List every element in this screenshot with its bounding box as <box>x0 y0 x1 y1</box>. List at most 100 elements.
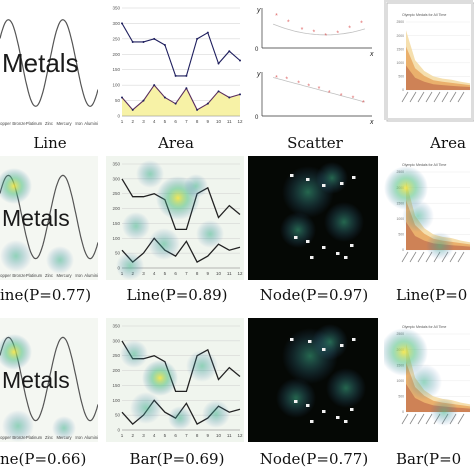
x-tick-label: 9 <box>207 119 210 124</box>
heat-blob <box>2 410 34 442</box>
tick-label: Copper <box>0 121 11 126</box>
data-point <box>163 96 166 99</box>
heat-blob <box>186 350 218 382</box>
heat-blob <box>406 364 442 400</box>
y-axis-label: y <box>256 7 261 14</box>
x-tick-label: 2 <box>131 433 134 438</box>
x-tick-label: 12 <box>237 271 243 276</box>
heat-blob <box>426 232 454 260</box>
x-tick-label: 3 <box>142 433 145 438</box>
data-point <box>131 40 134 43</box>
tick-label: Aluminium <box>84 435 98 440</box>
tick-label: Zinc <box>45 121 53 126</box>
x-tick-label: 11 <box>227 433 232 438</box>
data-point <box>206 102 209 105</box>
column-label-area: Area <box>158 134 194 152</box>
tick-label: Bronze <box>12 121 26 126</box>
scatter-point: * <box>340 93 343 100</box>
data-point <box>121 96 123 99</box>
heat-blob <box>46 246 74 274</box>
scatter-point: * <box>336 31 339 38</box>
heat-blob <box>0 240 32 272</box>
node-marker <box>310 256 314 259</box>
heat-blob <box>324 202 364 242</box>
y-tick-label: 200 <box>112 52 120 57</box>
chart-shadow <box>384 0 473 120</box>
x-axis-label: x <box>369 51 374 58</box>
data-point <box>185 87 188 90</box>
column-label-area-2: Area <box>430 134 466 152</box>
scatter-point: * <box>275 75 278 82</box>
scatter-point: * <box>362 100 365 107</box>
scatter-heatmap-2 <box>248 318 378 442</box>
x-tick-label: 11 <box>227 119 232 124</box>
node-marker <box>322 246 326 249</box>
scatter-point: * <box>348 26 351 33</box>
chart-title: Olympic Medals for All Time <box>402 13 446 17</box>
data-point <box>206 31 209 34</box>
node-marker <box>350 408 354 411</box>
data-point <box>217 62 220 65</box>
scatter-point: * <box>352 96 355 103</box>
y-tick-label: 350 <box>112 6 120 11</box>
heat-blob <box>202 400 230 428</box>
scatter-point: * <box>324 33 327 40</box>
metals-line-chart: Metals CopperBronzePlatinumZincMercuryIro… <box>0 0 98 128</box>
x-tick-label <box>401 251 409 263</box>
y-tick-label: 100 <box>112 83 120 88</box>
tick-label: Iron <box>75 121 83 126</box>
node-marker <box>322 348 326 351</box>
x-tick-label <box>457 251 465 263</box>
scatter-heatmap-panel-2 <box>248 318 378 442</box>
x-tick-label <box>417 413 425 425</box>
series-line <box>121 84 241 111</box>
area-series <box>406 200 470 250</box>
y-tick-label: 0 <box>402 410 404 414</box>
node-marker <box>306 404 310 407</box>
node-marker <box>306 240 310 243</box>
x-tick-label: 8 <box>196 271 199 276</box>
scatter-point: * <box>301 27 304 34</box>
origin-label: 0 <box>255 47 259 53</box>
data-point <box>121 22 123 25</box>
x-tick-label <box>457 413 465 425</box>
x-tick-label: 6 <box>174 271 177 276</box>
scatter-point: * <box>360 21 363 28</box>
x-tick-label: 2 <box>131 119 134 124</box>
tick-label: Mercury <box>56 121 72 126</box>
area-series <box>406 65 470 90</box>
y-tick-label: 0 <box>117 428 120 433</box>
heat-blob <box>142 360 178 396</box>
column-label-scatter: Scatter <box>287 134 343 152</box>
x-tick-label <box>401 413 409 425</box>
fit-curve <box>272 23 366 36</box>
x-tick-label <box>417 91 425 103</box>
heat-blob <box>196 220 224 248</box>
olympic-area-panel: Olympic Medals for All Time 0 500 1000 1500 2… <box>384 0 474 128</box>
tick-label: Copper <box>0 273 11 278</box>
data-point <box>196 108 199 111</box>
node-marker <box>290 174 294 177</box>
tick-label: Mercury <box>56 273 72 278</box>
x-tick-label: 7 <box>185 119 188 124</box>
x-tick-label <box>417 251 425 263</box>
y-tick-label: 2500 <box>396 20 404 24</box>
data-point <box>228 50 231 53</box>
heat-blob <box>312 324 348 360</box>
tick-label: Mercury <box>56 435 72 440</box>
data-point <box>142 99 145 102</box>
heat-blob <box>120 340 148 368</box>
data-point <box>142 40 145 43</box>
x-tick-label <box>457 91 465 103</box>
tick-label: Iron <box>75 435 83 440</box>
y-tick-label: 350 <box>112 324 120 329</box>
tick-label: Zinc <box>45 435 53 440</box>
series-line <box>121 237 241 264</box>
x-tick-label <box>449 91 457 103</box>
metals-heatmap-2: Metals CopperBronzePlatinumZincMercuryIro… <box>0 318 98 442</box>
y-tick-label: 250 <box>112 191 120 196</box>
y-tick-label: 50 <box>115 98 121 103</box>
y-tick-label: 1000 <box>396 379 404 383</box>
